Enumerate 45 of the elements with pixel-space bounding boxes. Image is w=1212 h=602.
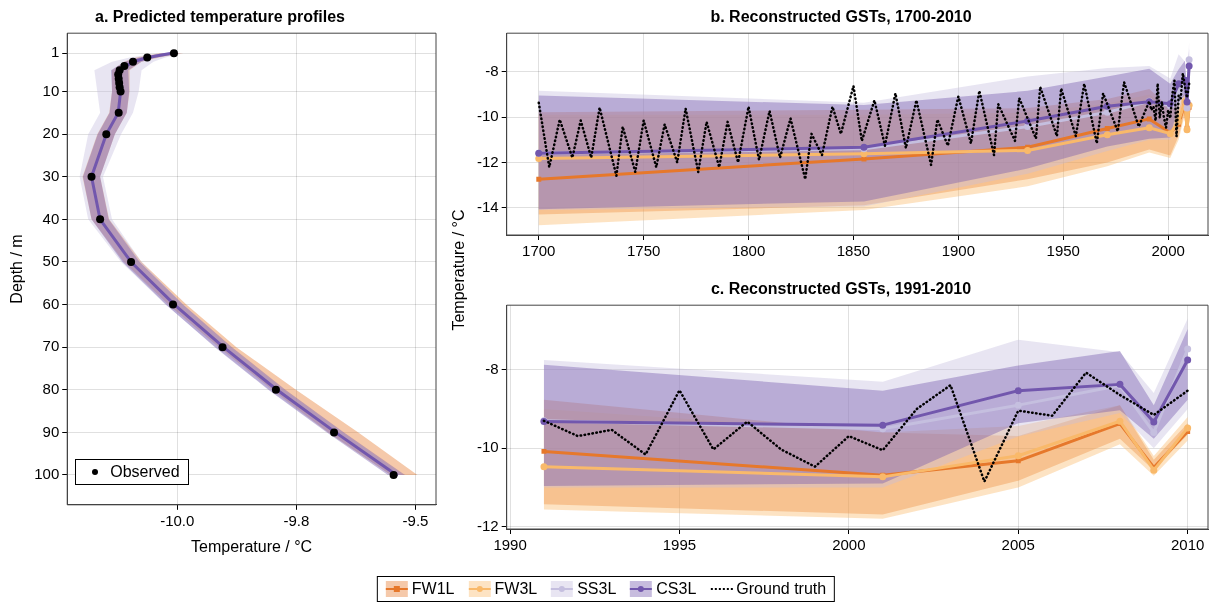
- x-tick-label: -9.5: [402, 511, 429, 529]
- chart-title: a. Predicted temperature profiles: [95, 8, 346, 26]
- y-tick-label: -10: [476, 438, 499, 456]
- x-tick-label: 1950: [1046, 242, 1080, 260]
- y-tick-label: 50: [42, 252, 60, 270]
- y-tick-label: -12: [476, 516, 499, 534]
- y-tick-label: 100: [34, 465, 60, 483]
- y-tick-label: 70: [42, 337, 60, 355]
- x-tick-label: 1750: [626, 242, 661, 260]
- y-tick-label: 10: [42, 81, 60, 99]
- legend-label: Ground truth: [736, 580, 827, 598]
- x-tick-label: 1990: [493, 536, 527, 554]
- y-tick-label: 40: [42, 209, 60, 227]
- x-tick-label: -9.8: [283, 511, 310, 529]
- chart-title: b. Reconstructed GSTs, 1700-2010: [710, 8, 972, 26]
- y-tick-label: -14: [476, 197, 499, 215]
- x-tick-label: 1900: [941, 242, 976, 260]
- x-tick-label: 1850: [836, 242, 871, 260]
- x-tick-label: -10.0: [160, 511, 195, 529]
- y-axis-title: Temperature / °C: [449, 209, 468, 331]
- y-tick-label: 90: [42, 422, 60, 440]
- x-tick-label: 2005: [1001, 536, 1035, 554]
- x-tick-label: 2000: [832, 536, 866, 554]
- y-tick-label: 30: [42, 166, 60, 184]
- x-tick-label: 2000: [1151, 242, 1185, 260]
- y-tick-label: -12: [476, 152, 499, 170]
- legend-label: Observed: [110, 462, 180, 481]
- legend-label: FW1L: [411, 580, 455, 598]
- legend-label: FW3L: [494, 580, 538, 598]
- y-tick-label: 60: [42, 294, 60, 312]
- y-tick-label: 80: [42, 379, 60, 397]
- x-axis-title: Temperature / °C: [191, 537, 313, 555]
- y-axis-title: Depth / m: [8, 234, 26, 304]
- x-tick-label: 1700: [522, 242, 556, 260]
- x-tick-label: 1800: [731, 242, 766, 260]
- y-tick-label: 20: [42, 124, 60, 142]
- legend-label: CS3L: [656, 580, 697, 598]
- legend-label: SS3L: [577, 580, 617, 598]
- x-tick-label: 2010: [1170, 536, 1205, 554]
- y-tick-label: -8: [485, 61, 499, 79]
- y-tick-label: 1: [50, 43, 60, 61]
- x-tick-label: 1995: [662, 536, 697, 554]
- y-tick-label: -10: [476, 107, 499, 125]
- y-tick-label: -8: [485, 360, 499, 378]
- chart-title: c. Reconstructed GSTs, 1991-2010: [710, 280, 972, 298]
